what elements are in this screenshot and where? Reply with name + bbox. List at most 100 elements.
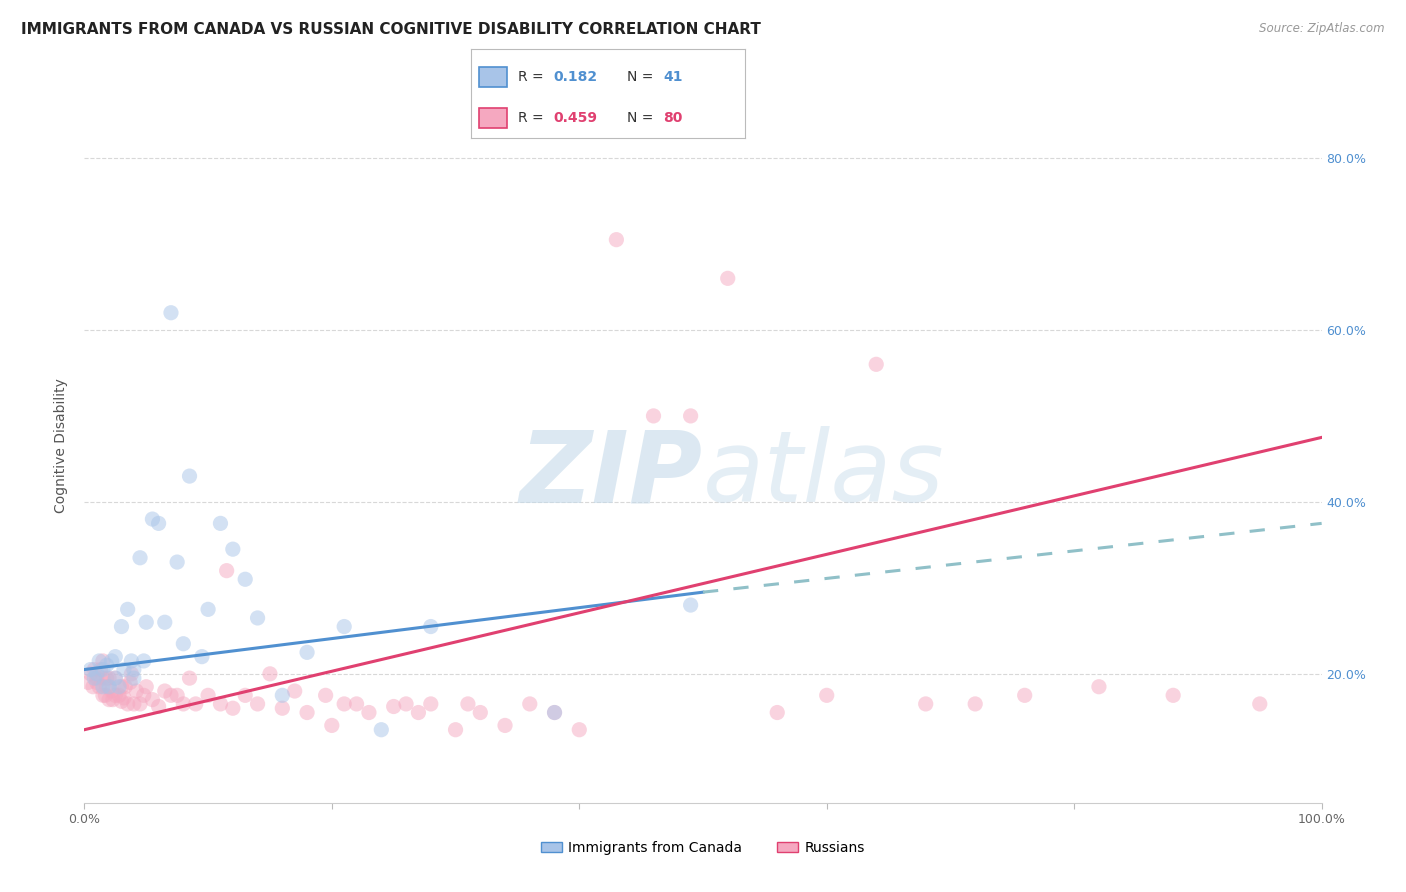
Point [222, 701, 245, 715]
Point [98, 680, 121, 694]
Point [172, 637, 194, 651]
Point [120, 666, 142, 681]
Point [643, 409, 665, 423]
Text: N =: N = [627, 111, 658, 125]
Point [104, 689, 127, 703]
Point [315, 689, 337, 703]
Point [135, 680, 157, 694]
Point [295, 645, 318, 659]
Point [82, 680, 104, 694]
Point [104, 671, 127, 685]
Point [865, 357, 887, 371]
Point [246, 611, 269, 625]
Point [766, 706, 789, 720]
Point [370, 723, 392, 737]
Point [148, 516, 170, 531]
Point [470, 706, 492, 720]
Point [179, 469, 201, 483]
Point [148, 699, 170, 714]
Point [79, 663, 101, 677]
Point [419, 697, 441, 711]
Point [129, 697, 152, 711]
Point [346, 697, 368, 711]
Point [166, 555, 188, 569]
Y-axis label: Cognitive Disability: Cognitive Disability [55, 378, 69, 514]
Point [166, 689, 188, 703]
Point [233, 689, 256, 703]
Point [1088, 680, 1111, 694]
Point [117, 697, 139, 711]
Point [98, 692, 121, 706]
Point [94, 689, 117, 703]
Point [132, 689, 155, 703]
Point [184, 697, 207, 711]
Point [179, 671, 201, 685]
Point [114, 680, 136, 694]
Point [233, 572, 256, 586]
Point [160, 306, 183, 320]
Point [543, 706, 565, 720]
Point [100, 684, 122, 698]
Point [120, 654, 142, 668]
Point [110, 680, 132, 694]
Point [108, 689, 131, 703]
Point [91, 680, 114, 694]
Point [91, 654, 114, 668]
Text: 80: 80 [664, 111, 682, 125]
Point [100, 654, 122, 668]
Point [108, 680, 131, 694]
Text: R =: R = [517, 70, 547, 84]
Point [271, 701, 294, 715]
Point [86, 675, 108, 690]
Point [444, 723, 467, 737]
Point [605, 233, 627, 247]
Point [333, 619, 356, 633]
Point [132, 654, 155, 668]
Point [110, 619, 132, 633]
Point [1014, 689, 1036, 703]
Point [1249, 697, 1271, 711]
Point [77, 675, 100, 690]
Point [395, 697, 418, 711]
Point [457, 697, 479, 711]
Point [815, 689, 838, 703]
Point [96, 671, 118, 685]
Point [104, 671, 127, 685]
Point [284, 684, 307, 698]
Text: N =: N = [627, 70, 658, 84]
Point [122, 663, 145, 677]
Point [104, 649, 127, 664]
Point [1161, 689, 1184, 703]
Bar [479, 108, 506, 128]
Point [494, 718, 516, 732]
Point [357, 706, 380, 720]
Point [91, 671, 114, 685]
Text: 41: 41 [664, 70, 682, 84]
Point [259, 666, 281, 681]
Legend: Immigrants from Canada, Russians: Immigrants from Canada, Russians [536, 835, 870, 860]
Text: 0.459: 0.459 [554, 111, 598, 125]
Point [96, 658, 118, 673]
Point [89, 680, 111, 694]
Point [679, 409, 702, 423]
Point [197, 689, 219, 703]
Text: 0.182: 0.182 [554, 70, 598, 84]
Point [135, 615, 157, 630]
Point [91, 663, 114, 677]
Point [321, 718, 343, 732]
Point [153, 615, 176, 630]
Point [86, 671, 108, 685]
Point [191, 649, 214, 664]
Point [83, 671, 105, 685]
Text: ZIP: ZIP [520, 426, 703, 523]
Point [295, 706, 318, 720]
Point [271, 689, 294, 703]
Point [543, 706, 565, 720]
Point [129, 550, 152, 565]
Point [83, 663, 105, 677]
Point [419, 619, 441, 633]
Point [141, 512, 163, 526]
Point [86, 666, 108, 681]
Point [519, 697, 541, 711]
Text: Source: ZipAtlas.com: Source: ZipAtlas.com [1260, 22, 1385, 36]
